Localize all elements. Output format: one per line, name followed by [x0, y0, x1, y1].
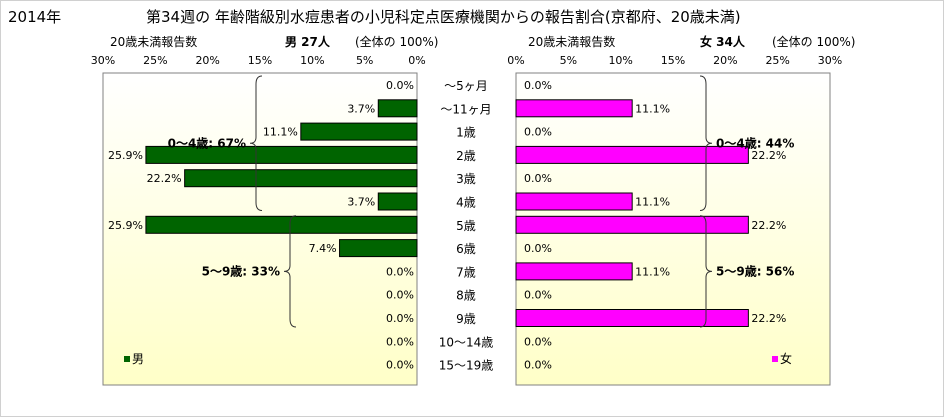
male-value-label: 0.0% [386, 335, 414, 348]
female-bar [515, 192, 633, 211]
chart-title: 第34週の 年齢階級別水痘患者の小児科定点医療機関からの報告割合(京都府、20歳… [146, 8, 741, 26]
x-tick-label: 5% [560, 54, 577, 67]
group-brace [699, 75, 713, 211]
category-label: 7歳 [456, 265, 476, 279]
female-bar [515, 145, 749, 164]
category-label: 6歳 [456, 242, 476, 256]
female-bar [515, 309, 749, 327]
group-annotation: 5～9歳: 56% [716, 263, 794, 278]
category-label: 5歳 [456, 219, 476, 233]
group-brace [699, 215, 713, 328]
female-value-label: 0.0% [524, 335, 552, 348]
female-value-label: 22.2% [751, 312, 786, 325]
female-legend-swatch [772, 356, 778, 362]
male-legend-swatch [124, 356, 130, 362]
category-label: 3歳 [456, 172, 476, 186]
male-value-label: 3.7% [347, 196, 375, 209]
male-bar [300, 122, 418, 141]
male-bar [145, 145, 418, 164]
axis-label-female: 20歳未満報告数 [528, 34, 615, 49]
female-value-label: 0.0% [524, 126, 552, 139]
female-value-label: 11.1% [635, 265, 670, 278]
x-tick-label: 0% [507, 54, 524, 67]
category-label: 9歳 [456, 312, 476, 326]
group-brace [283, 215, 297, 328]
year-label: 2014年 [8, 8, 61, 26]
category-label: ～11ヶ月 [440, 102, 491, 116]
male-value-label: 25.9% [108, 149, 143, 162]
x-tick-label: 30% [91, 54, 115, 67]
female-value-label: 0.0% [524, 359, 552, 372]
group-annotation: 0～4歳: 67% [168, 135, 246, 150]
x-tick-label: 10% [608, 54, 632, 67]
female-value-label: 0.0% [524, 289, 552, 302]
category-label: ～5ヶ月 [444, 79, 488, 93]
female-value-label: 11.1% [635, 196, 670, 209]
x-tick-label: 20% [195, 54, 219, 67]
male-bar [377, 99, 418, 118]
x-tick-label: 10% [300, 54, 324, 67]
x-tick-label: 15% [248, 54, 272, 67]
male-value-label: 0.0% [386, 265, 414, 278]
male-value-label: 25.9% [108, 219, 143, 232]
category-label: 2歳 [456, 149, 476, 163]
category-label: 10～14歳 [439, 335, 494, 349]
x-tick-label: 5% [356, 54, 373, 67]
female-bar [515, 99, 633, 118]
axis-label-male: 20歳未満報告数 [110, 34, 197, 49]
female-value-label: 0.0% [524, 242, 552, 255]
female-value-label: 22.2% [751, 219, 786, 232]
female-bar [515, 262, 633, 281]
female-bar [515, 215, 749, 234]
x-tick-label: 25% [765, 54, 789, 67]
female-value-label: 0.0% [524, 172, 552, 185]
male-bar [145, 215, 418, 234]
category-label: 15～19歳 [439, 359, 494, 373]
male-value-label: 0.0% [386, 359, 414, 372]
male-total-label: (全体の 100%) [355, 34, 439, 49]
male-bar [339, 239, 418, 258]
male-value-label: 0.0% [386, 289, 414, 302]
x-tick-label: 20% [713, 54, 737, 67]
category-label: 8歳 [456, 289, 476, 303]
male-header: 男 27人 [285, 34, 331, 49]
male-bar [377, 192, 418, 211]
male-legend-label: 男 [132, 352, 144, 366]
male-value-label: 11.1% [263, 126, 298, 139]
female-total-label: (全体の 100%) [772, 34, 856, 49]
male-value-label: 3.7% [347, 102, 375, 115]
x-tick-label: 0% [408, 54, 425, 67]
female-value-label: 0.0% [524, 79, 552, 92]
male-value-label: 7.4% [309, 242, 337, 255]
male-value-label: 0.0% [386, 312, 414, 325]
category-label: 1歳 [456, 126, 476, 140]
category-label: 4歳 [456, 196, 476, 210]
female-legend-label: 女 [780, 351, 792, 366]
female-value-label: 22.2% [751, 149, 786, 162]
male-value-label: 0.0% [386, 79, 414, 92]
x-tick-label: 15% [661, 54, 685, 67]
female-value-label: 11.1% [635, 102, 670, 115]
group-brace [249, 75, 263, 211]
group-annotation: 0～4歳: 44% [716, 135, 794, 150]
male-bar [184, 169, 418, 188]
x-tick-label: 30% [818, 54, 842, 67]
x-tick-label: 25% [143, 54, 167, 67]
group-annotation: 5～9歳: 33% [202, 263, 280, 278]
male-value-label: 22.2% [147, 172, 182, 185]
female-header: 女 34人 [700, 34, 746, 49]
